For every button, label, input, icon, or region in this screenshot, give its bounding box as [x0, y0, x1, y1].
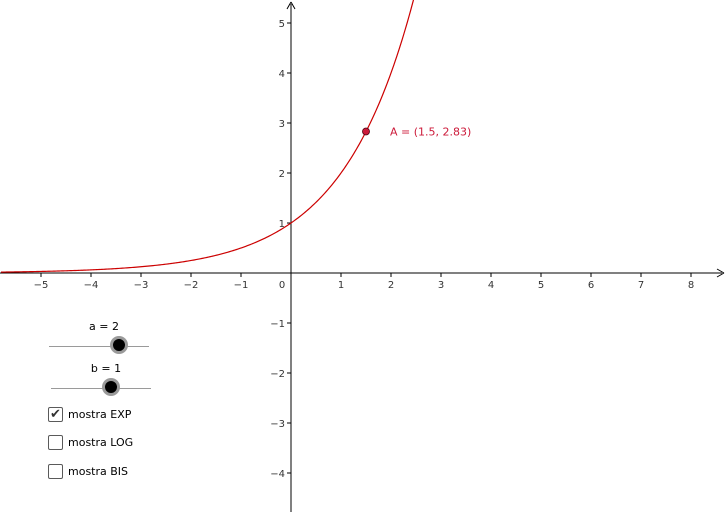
y-tick-label: 3	[279, 119, 285, 130]
checkbox-box[interactable]: ✔	[48, 406, 63, 422]
x-tick-label: −1	[234, 280, 249, 291]
slider-a-track[interactable]	[49, 346, 149, 347]
y-tick-label: 1	[279, 219, 285, 230]
slider-a-label: a = 2	[89, 320, 119, 333]
checkbox-label: mostra EXP	[68, 407, 132, 421]
checkbox-mostra-log[interactable]: mostra LOG	[48, 434, 133, 450]
checkbox-mostra-exp[interactable]: ✔ mostra EXP	[48, 406, 131, 422]
slider-a-handle[interactable]	[113, 339, 125, 351]
slider-b-label: b = 1	[90, 362, 122, 375]
x-tick-label: −4	[84, 280, 99, 291]
exp-curve	[0, 0, 415, 273]
x-tick-label: 7	[638, 280, 644, 291]
slider-a[interactable]: a = 2	[49, 320, 159, 362]
x-tick-label: −2	[184, 280, 199, 291]
checkbox-label: mostra LOG	[68, 435, 134, 449]
y-tick-label: 5	[279, 19, 285, 30]
x-tick-label: 3	[438, 280, 444, 291]
x-tick-label: 2	[388, 280, 394, 291]
x-tick-label: 1	[338, 280, 344, 291]
y-tick-label: −2	[270, 369, 285, 380]
x-tick-label: 8	[688, 280, 694, 291]
x-tick-label: 5	[538, 280, 544, 291]
checkbox-mostra-bis[interactable]: mostra BIS	[48, 463, 128, 479]
y-tick-label: 2	[279, 169, 285, 180]
x-tick-label: −5	[34, 280, 49, 291]
slider-b-track[interactable]	[51, 388, 151, 389]
checkbox-box[interactable]	[48, 463, 63, 479]
function-curves	[0, 0, 415, 273]
checkbox-box[interactable]	[48, 434, 63, 450]
y-tick-label: 4	[279, 69, 285, 80]
slider-b-handle[interactable]	[105, 381, 117, 393]
y-axis-arrow	[286, 1, 296, 10]
point-a[interactable]	[362, 127, 370, 136]
x-tick-label: 0	[279, 280, 285, 291]
checkbox-label: mostra BIS	[68, 464, 129, 478]
x-tick-label: 6	[588, 280, 594, 291]
slider-b[interactable]: b = 1	[51, 362, 161, 404]
check-icon: ✔	[50, 406, 61, 422]
x-tick-label: −3	[134, 280, 149, 291]
y-tick-label: −3	[270, 419, 285, 430]
x-axis-arrow	[716, 268, 725, 278]
y-tick-label: −4	[270, 469, 285, 480]
points[interactable]: A = (1.5, 2.83)	[362, 126, 472, 139]
point-a-label: A = (1.5, 2.83)	[390, 126, 471, 139]
x-tick-label: 4	[488, 280, 494, 291]
y-tick-label: −1	[270, 319, 285, 330]
